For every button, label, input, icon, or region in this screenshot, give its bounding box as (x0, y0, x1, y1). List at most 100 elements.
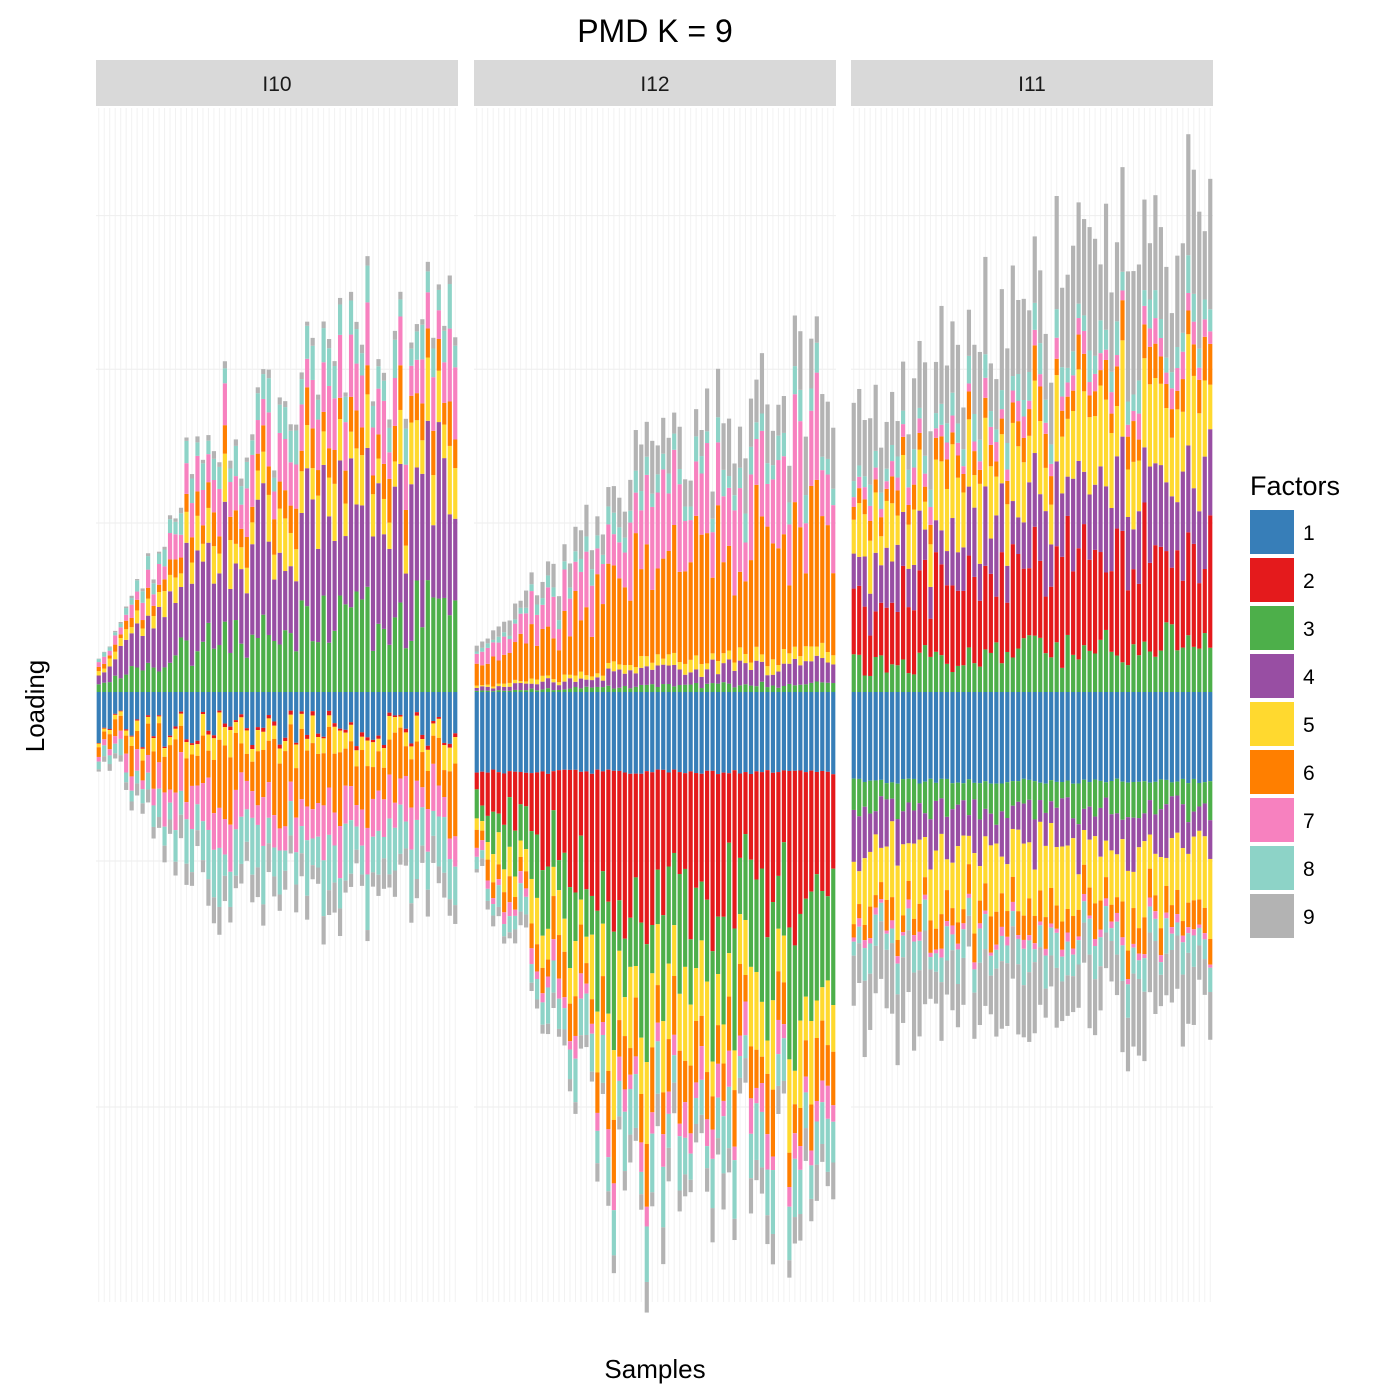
bar-segment-factor-2 (977, 600, 982, 667)
bar-segment-factor-4 (403, 573, 408, 649)
bar-segment-factor-7 (1005, 936, 1010, 946)
bar-segment-factor-8 (1065, 941, 1070, 976)
bar-segment-factor-9 (387, 874, 392, 888)
bar-segment-factor-5 (1038, 421, 1043, 495)
bar-segment-factor-2 (387, 712, 392, 716)
bar-segment-factor-8 (1169, 933, 1174, 950)
bar-segment-factor-6 (562, 610, 567, 675)
bar-segment-factor-7 (140, 602, 145, 621)
bar-segment-factor-5 (420, 739, 425, 753)
bar-segment-factor-3 (851, 778, 856, 810)
bar-segment-factor-8 (337, 304, 343, 335)
bar-segment-factor-3 (1120, 781, 1125, 820)
bar-segment-factor-7 (650, 1112, 655, 1134)
bar-segment-factor-9 (917, 970, 922, 1037)
bar-segment-factor-7 (102, 656, 107, 664)
bar-segment-factor-2 (944, 585, 950, 664)
bar-segment-factor-5 (1082, 391, 1087, 472)
bar-segment-factor-3 (1087, 650, 1092, 692)
bar-segment-factor-3 (1169, 782, 1174, 797)
bar-segment-factor-7 (1186, 292, 1191, 311)
bar-segment-factor-4 (1202, 456, 1207, 569)
bar-segment-factor-9 (398, 853, 403, 865)
bar-segment-factor-7 (851, 497, 856, 507)
bar-segment-factor-2 (972, 576, 977, 664)
bar-segment-factor-8 (950, 934, 955, 951)
bar-segment-factor-8 (765, 1169, 770, 1216)
bar-segment-factor-1 (189, 692, 195, 744)
bar-segment-factor-6 (414, 741, 419, 781)
bar-segment-factor-3 (442, 597, 447, 692)
bar-segment-factor-4 (977, 563, 982, 601)
bar-segment-factor-6 (327, 448, 332, 478)
bar-segment-factor-8 (1043, 955, 1048, 989)
bar-segment-factor-8 (381, 836, 387, 859)
bar-segment-factor-3 (184, 640, 189, 692)
bar-segment-factor-1 (988, 692, 993, 784)
bar-segment-factor-3 (944, 663, 950, 692)
bar-segment-factor-8 (453, 866, 458, 906)
bar-segment-factor-8 (414, 819, 419, 879)
bar-segment-factor-4 (961, 800, 966, 836)
bar-segment-factor-8 (611, 1210, 616, 1256)
bar-segment-factor-1 (1087, 692, 1092, 783)
panel-I12: I12 (474, 60, 836, 1313)
bar-segment-factor-5 (857, 503, 862, 557)
bar-segment-factor-4 (868, 813, 873, 852)
bar-segment-factor-4 (851, 553, 856, 589)
bar-segment-factor-5 (1125, 469, 1131, 517)
bar-segment-factor-3 (633, 686, 638, 692)
bar-segment-factor-6 (222, 745, 227, 820)
bar-segment-factor-6 (184, 493, 189, 512)
bar-segment-factor-2 (666, 772, 671, 867)
bar-segment-factor-7 (129, 776, 134, 791)
bar-segment-factor-2 (228, 726, 233, 731)
bar-segment-factor-3 (1071, 654, 1076, 692)
bar-segment-factor-3 (1202, 633, 1207, 692)
bar-segment-factor-2 (272, 721, 277, 726)
bar-segment-factor-3 (862, 781, 867, 807)
bar-segment-factor-1 (496, 692, 501, 773)
bar-segment-factor-4 (617, 669, 622, 688)
bar-segment-factor-6 (688, 1065, 693, 1134)
bar-segment-factor-7 (737, 488, 743, 572)
bar-segment-factor-9 (491, 630, 496, 640)
bar-segment-factor-6 (628, 1048, 633, 1075)
bar-segment-factor-9 (1076, 964, 1081, 1008)
bar-segment-factor-5 (781, 935, 786, 983)
bar-segment-factor-8 (266, 817, 271, 844)
bar-segment-factor-3 (890, 664, 895, 692)
bar-segment-factor-2 (359, 732, 365, 737)
bar-segment-factor-9 (884, 421, 889, 469)
bar-segment-factor-5 (825, 652, 830, 663)
bar-segment-factor-6 (600, 976, 605, 1023)
bar-segment-factor-8 (425, 271, 430, 293)
bar-segment-factor-9 (911, 378, 917, 450)
bar-segment-factor-1 (562, 692, 567, 770)
bar-segment-factor-2 (425, 745, 430, 750)
bar-segment-factor-2 (151, 736, 156, 738)
bar-segment-factor-5 (447, 747, 452, 772)
bar-segment-factor-3 (655, 869, 660, 925)
bar-segment-factor-4 (420, 473, 425, 628)
bar-segment-factor-1 (129, 692, 134, 736)
bar-segment-factor-9 (485, 638, 490, 644)
bar-segment-factor-8 (211, 849, 217, 898)
bar-segment-factor-4 (606, 668, 611, 686)
bar-segment-factor-9 (677, 426, 682, 470)
bar-segment-factor-7 (1010, 390, 1015, 403)
bar-segment-factor-4 (1175, 795, 1180, 833)
bar-segment-factor-7 (409, 807, 414, 850)
bar-segment-factor-1 (1021, 692, 1026, 779)
bar-segment-factor-6 (732, 595, 737, 663)
bar-segment-factor-7 (710, 532, 715, 578)
bar-segment-factor-3 (529, 688, 534, 692)
bar-segment-factor-6 (966, 391, 972, 420)
bar-segment-factor-1 (228, 692, 233, 727)
bar-segment-factor-7 (950, 415, 955, 433)
bar-segment-factor-6 (1169, 905, 1174, 928)
bar-segment-factor-1 (414, 692, 419, 713)
bar-segment-factor-1 (266, 692, 271, 716)
bar-segment-factor-5 (1120, 340, 1125, 437)
